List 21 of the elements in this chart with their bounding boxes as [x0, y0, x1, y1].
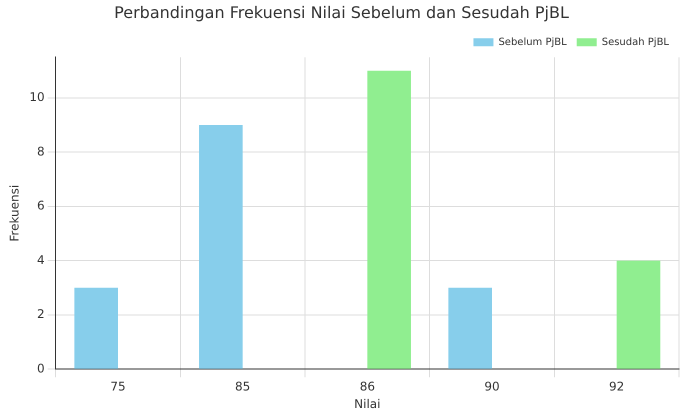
bar	[448, 288, 492, 369]
y-tick-label: 4	[37, 252, 45, 267]
x-tick-label: 75	[110, 380, 126, 394]
bar	[199, 125, 243, 369]
y-tick-label: 6	[37, 198, 45, 213]
x-tick-label: 90	[484, 380, 500, 394]
y-axis-title: Frekuensi	[7, 184, 22, 242]
legend-label: Sebelum PjBL	[498, 36, 568, 48]
x-axis-title: Nilai	[354, 396, 381, 411]
y-tick-label: 8	[37, 144, 45, 158]
bar	[367, 70, 411, 369]
y-tick-label: 2	[37, 307, 45, 322]
bar	[616, 260, 660, 369]
bar	[74, 288, 118, 369]
chart-title: Perbandingan Frekuensi Nilai Sebelum dan Sesudah PjBL	[114, 2, 569, 22]
x-tick-label: 86	[360, 380, 375, 394]
y-tick-label: 0	[37, 361, 45, 376]
legend-label: Sesudah PjBL	[602, 36, 670, 48]
x-tick-label: 85	[235, 380, 250, 394]
x-tick-label: 92	[609, 380, 624, 394]
y-tick-label: 10	[29, 90, 45, 104]
